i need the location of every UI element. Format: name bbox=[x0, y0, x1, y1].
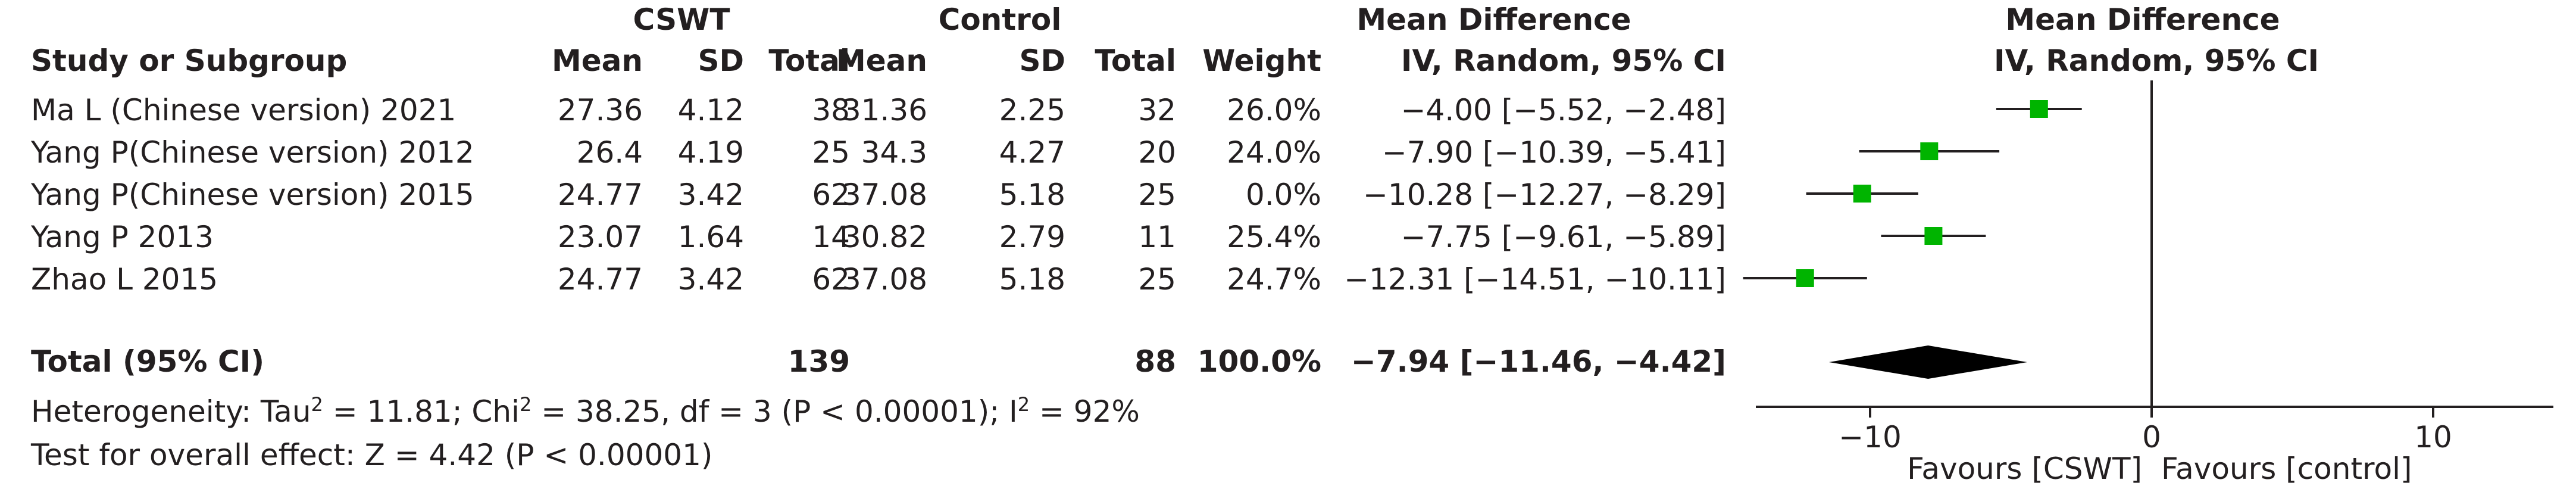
cswt-mean: 24.77 bbox=[557, 262, 643, 297]
study-weight: 26.0% bbox=[1227, 93, 1321, 127]
cswt-sd: 4.19 bbox=[677, 135, 744, 170]
cswt-mean: 23.07 bbox=[557, 220, 643, 254]
study-weight: 24.0% bbox=[1227, 135, 1321, 170]
study-name: Yang P 2013 bbox=[31, 220, 214, 254]
control-mean: 37.08 bbox=[842, 178, 927, 212]
total-control-n: 88 bbox=[1134, 344, 1176, 379]
study-ci: −7.90 [−10.39, −5.41] bbox=[1381, 135, 1726, 170]
control-total: 32 bbox=[1138, 93, 1176, 127]
total-ci: −7.94 [−11.46, −4.42] bbox=[1350, 344, 1726, 379]
weight-header: Weight bbox=[1202, 43, 1321, 78]
control-sd: 5.18 bbox=[999, 262, 1065, 297]
study-effect-marker bbox=[1796, 269, 1814, 287]
cswt-mean: 27.36 bbox=[557, 93, 643, 127]
cswt-sd: 1.64 bbox=[677, 220, 744, 254]
control-sd-header: SD bbox=[1019, 43, 1065, 78]
control-sd: 5.18 bbox=[999, 178, 1065, 212]
cswt-sd: 3.42 bbox=[677, 262, 744, 297]
study-effect-marker bbox=[1920, 142, 1939, 160]
control-sd: 4.27 bbox=[999, 135, 1065, 170]
control-mean: 30.82 bbox=[842, 220, 927, 254]
control-total: 25 bbox=[1138, 262, 1176, 297]
heterogeneity-text: Heterogeneity: Tau2 = 11.81; Chi2 = 38.2… bbox=[31, 393, 1140, 429]
cswt-mean: 24.77 bbox=[557, 178, 643, 212]
control-mean: 37.08 bbox=[842, 262, 927, 297]
favours-control-label: Favours [control] bbox=[2161, 451, 2412, 486]
study-effect-marker bbox=[2030, 100, 2048, 118]
cswt-sd-header: SD bbox=[698, 43, 744, 78]
study-ci: −12.31 [−14.51, −10.11] bbox=[1344, 262, 1726, 297]
cswt-mean-header: Mean bbox=[551, 43, 643, 78]
total-weight: 100.0% bbox=[1197, 344, 1321, 379]
study-effect-marker bbox=[1853, 185, 1871, 203]
study-weight: 0.0% bbox=[1245, 178, 1321, 212]
total-label: Total (95% CI) bbox=[31, 344, 265, 379]
control-sd: 2.25 bbox=[999, 93, 1065, 127]
study-ci: −10.28 [−12.27, −8.29] bbox=[1363, 178, 1726, 212]
x-axis-tick-label: 10 bbox=[2414, 420, 2452, 454]
pooled-diamond bbox=[1828, 345, 2027, 379]
study-column-header: Study or Subgroup bbox=[31, 43, 348, 78]
control-total-header: Total bbox=[1095, 43, 1176, 78]
cswt-total: 62 bbox=[812, 178, 850, 212]
plot-method-header: IV, Random, 95% CI bbox=[1994, 43, 2319, 78]
total-cswt-n: 139 bbox=[787, 344, 850, 379]
study-weight: 24.7% bbox=[1227, 262, 1321, 297]
control-mean: 31.36 bbox=[842, 93, 927, 127]
x-axis-tick-label: −10 bbox=[1839, 420, 1902, 454]
favours-cswt-label: Favours [CSWT] bbox=[1907, 451, 2142, 486]
x-axis-tick-label: 0 bbox=[2142, 420, 2161, 454]
plot-title-header: Mean Difference bbox=[2005, 2, 2280, 37]
control-total: 25 bbox=[1138, 178, 1176, 212]
md-title-header: Mean Difference bbox=[1356, 2, 1631, 37]
study-name: Zhao L 2015 bbox=[31, 262, 218, 297]
control-total: 11 bbox=[1138, 220, 1176, 254]
study-ci: −4.00 [−5.52, −2.48] bbox=[1400, 93, 1726, 127]
control-mean: 34.3 bbox=[861, 135, 927, 170]
cswt-sd: 3.42 bbox=[677, 178, 744, 212]
cswt-total: 14 bbox=[812, 220, 850, 254]
study-effect-marker bbox=[1924, 227, 1943, 245]
study-name: Yang P(Chinese version) 2015 bbox=[31, 178, 474, 212]
control-total: 20 bbox=[1138, 135, 1176, 170]
study-weight: 25.4% bbox=[1227, 220, 1321, 254]
cswt-total: 25 bbox=[812, 135, 850, 170]
study-name: Ma L (Chinese version) 2021 bbox=[31, 93, 457, 127]
cswt-group-header: CSWT bbox=[633, 2, 730, 37]
forest-plot: −20−1001020Favours [CSWT]Favours [contro… bbox=[1743, 80, 2553, 486]
cswt-sd: 4.12 bbox=[677, 93, 744, 127]
cswt-total-header: Total bbox=[768, 43, 850, 78]
study-name: Yang P(Chinese version) 2012 bbox=[31, 135, 474, 170]
cswt-total: 38 bbox=[812, 93, 850, 127]
control-mean-header: Mean bbox=[836, 43, 927, 78]
md-method-header: IV, Random, 95% CI bbox=[1400, 43, 1726, 78]
cswt-total: 62 bbox=[812, 262, 850, 297]
control-group-header: Control bbox=[938, 2, 1062, 37]
cswt-mean: 26.4 bbox=[576, 135, 643, 170]
overall-effect-text: Test for overall effect: Z = 4.42 (P < 0… bbox=[31, 438, 713, 472]
study-ci: −7.75 [−9.61, −5.89] bbox=[1400, 220, 1726, 254]
control-sd: 2.79 bbox=[999, 220, 1065, 254]
